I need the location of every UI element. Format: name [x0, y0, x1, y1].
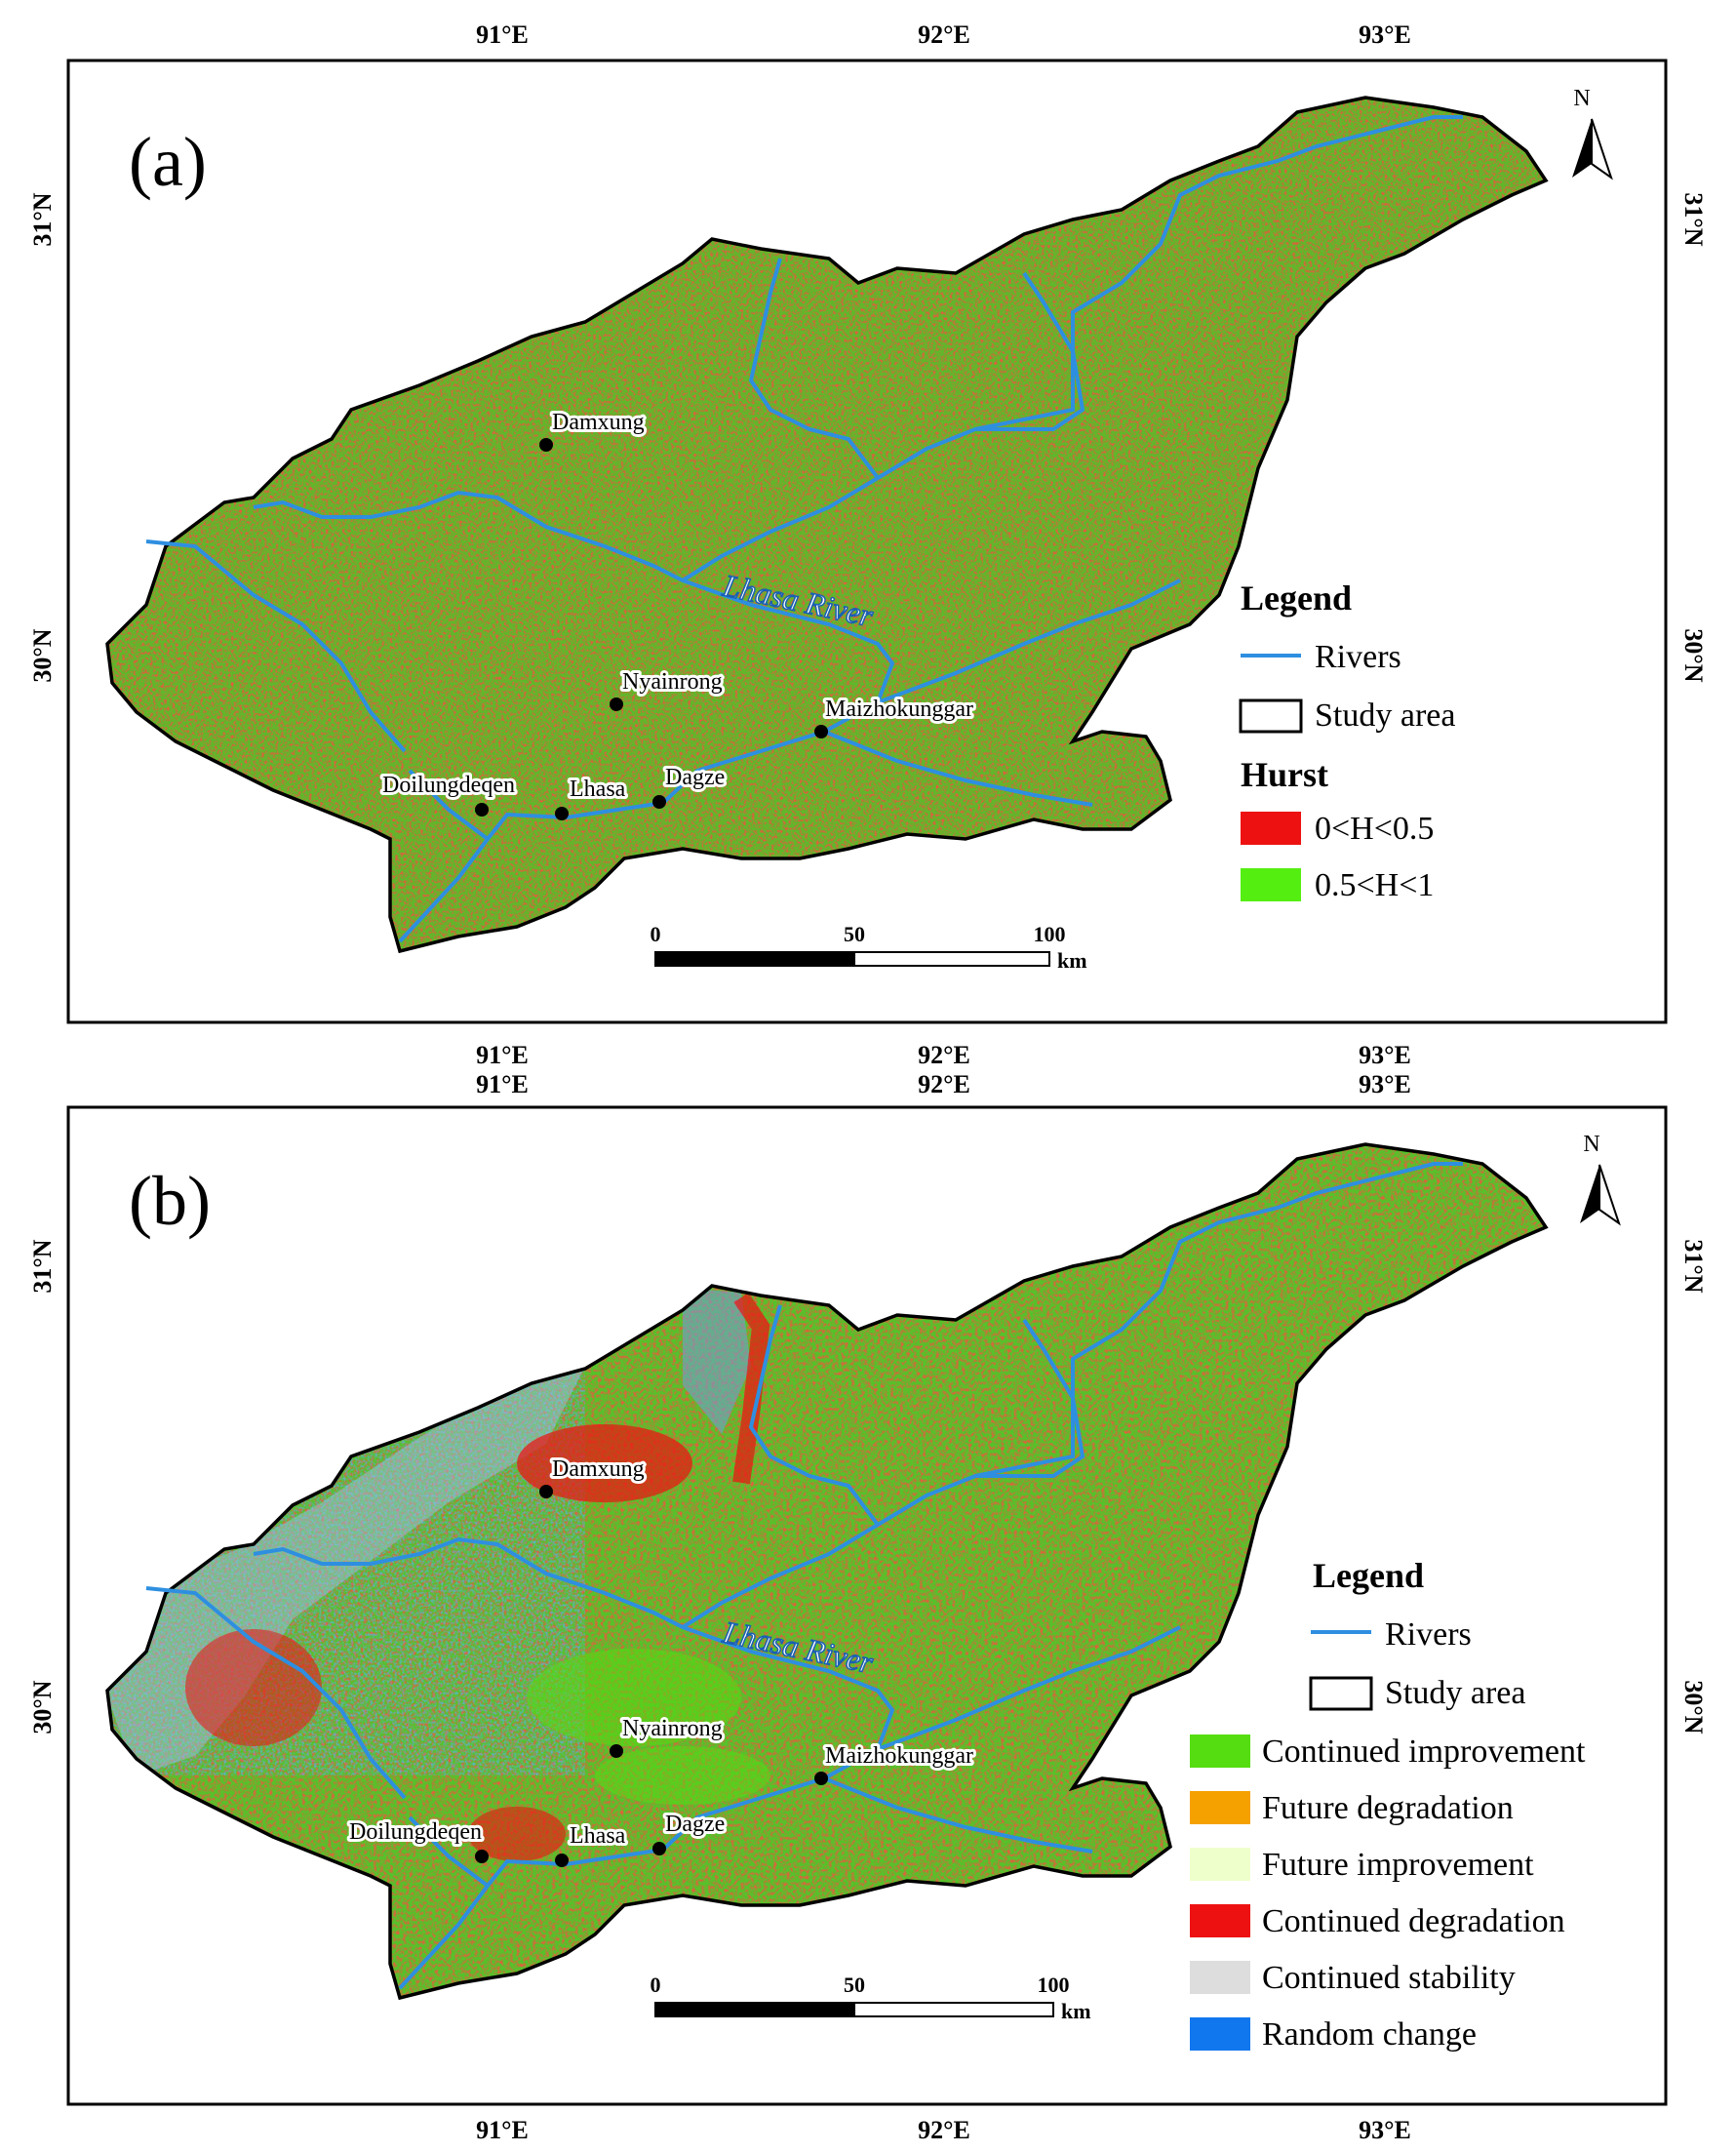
north-label: N — [1573, 86, 1590, 111]
legend-swatch — [1190, 1961, 1250, 1994]
lat-label-right: 30°N — [1679, 1680, 1708, 1734]
panel-label-a: (a) — [129, 123, 207, 201]
city-label-lhasa: Lhasa — [570, 777, 626, 802]
graticule-labels: 91°E 92°E 93°E 91°E 92°E 93°E 31°N 30°N … — [28, 20, 1708, 1069]
lat-label-right: 31°N — [1679, 192, 1708, 246]
city-marker — [652, 795, 666, 809]
legend-subtitle: Hurst — [1241, 755, 1328, 794]
lon-label-bottom: 91°E — [476, 1041, 529, 1069]
north-arrow: N — [1572, 86, 1613, 180]
lat-label-left: 30°N — [28, 1680, 57, 1734]
cities: Damxung Nyainrong Maizhokunggar Doilungd… — [379, 407, 976, 820]
lat-label-left: 31°N — [28, 192, 57, 246]
lon-label-top: 92°E — [918, 20, 970, 49]
legend-item-label: Study area — [1315, 698, 1455, 734]
panel-label-b: (b) — [129, 1162, 211, 1240]
legend-item-label: Study area — [1385, 1675, 1525, 1711]
legend-class-label: Future degradation — [1262, 1790, 1514, 1826]
legend-study-area-swatch — [1239, 698, 1303, 734]
legend-class-label: Future improvement — [1262, 1847, 1534, 1883]
legend-class-label: Continued degradation — [1262, 1903, 1565, 1939]
city-marker — [475, 803, 489, 817]
lon-label-top: 91°E — [476, 1070, 529, 1098]
city-marker — [610, 698, 623, 711]
city-marker — [652, 1842, 666, 1855]
city-label-maizhokunggar: Maizhokunggar — [825, 1743, 973, 1769]
city-marker — [539, 1485, 553, 1498]
legend-swatch — [1241, 812, 1301, 845]
river-network — [145, 1162, 1463, 1990]
legend-title: Legend — [1313, 1556, 1424, 1595]
scale-bar: 0 50 100 km — [651, 922, 1087, 973]
svg-text:100: 100 — [1038, 1973, 1070, 1997]
lat-label-left: 30°N — [28, 628, 57, 682]
city-label-doilungdeqen: Doilungdeqen — [382, 773, 515, 798]
svg-text:0: 0 — [651, 1973, 661, 1997]
city-label-dagze: Dagze — [665, 765, 725, 790]
lat-label-right: 30°N — [1679, 628, 1708, 682]
legend-class-label: 0.5<H<1 — [1315, 867, 1434, 903]
lon-label-bottom: 91°E — [476, 2116, 529, 2144]
city-label-nyainrong: Nyainrong — [622, 1716, 723, 1741]
legend-class-label: Continued stability — [1262, 1960, 1516, 1996]
legend-class-label: Random change — [1262, 2016, 1477, 2053]
legend-class-label: Continued improvement — [1262, 1734, 1586, 1770]
legend-item-label: Rivers — [1315, 639, 1401, 675]
lon-label-top: 91°E — [476, 20, 529, 49]
north-label: N — [1583, 1132, 1599, 1157]
city-label-lhasa: Lhasa — [570, 1823, 626, 1849]
legend-b: Legend Rivers Study area Continued impro… — [1190, 1556, 1586, 2053]
svg-text:50: 50 — [844, 1973, 865, 1997]
lat-label-right: 31°N — [1679, 1239, 1708, 1293]
lon-label-top: 93°E — [1359, 20, 1411, 49]
lat-label-left: 31°N — [28, 1239, 57, 1293]
legend-item-label: Rivers — [1385, 1616, 1472, 1653]
city-label-doilungdeqen: Doilungdeqen — [349, 1819, 482, 1845]
graticule-labels: 91°E 92°E 93°E 91°E 92°E 93°E 31°N 30°N … — [28, 1070, 1708, 2144]
legend-swatch — [1190, 1734, 1250, 1768]
city-label-damxung: Damxung — [552, 410, 645, 435]
legend-swatch — [1190, 1791, 1250, 1824]
river-network — [145, 115, 1463, 943]
legend-swatch — [1241, 868, 1301, 901]
city-label-maizhokunggar: Maizhokunggar — [825, 697, 973, 722]
lon-label-bottom: 93°E — [1359, 2116, 1411, 2144]
scale-bar: 0 50 100 km — [651, 1973, 1091, 2023]
legend-swatch — [1190, 1848, 1250, 1881]
svg-text:0: 0 — [651, 922, 661, 946]
city-marker — [814, 725, 828, 738]
city-marker — [814, 1772, 828, 1785]
lon-label-top: 93°E — [1359, 1070, 1411, 1098]
legend-class-label: 0<H<0.5 — [1315, 811, 1434, 847]
city-marker — [555, 807, 569, 820]
north-arrow: N — [1580, 1132, 1621, 1226]
svg-text:100: 100 — [1034, 922, 1066, 946]
city-marker — [610, 1744, 623, 1758]
cities: Damxung Nyainrong Maizhokunggar Doilungd… — [346, 1454, 976, 1867]
legend-study-area-swatch — [1309, 1676, 1373, 1711]
svg-text:km: km — [1057, 948, 1087, 973]
legend-swatch — [1190, 1904, 1250, 1937]
lon-label-bottom: 93°E — [1359, 1041, 1411, 1069]
north-arrow-icon — [1580, 1165, 1599, 1223]
legend-a: Legend Rivers Study area Hurst 0<H<0.5 0… — [1239, 578, 1455, 903]
north-arrow-icon — [1572, 119, 1592, 178]
city-label-nyainrong: Nyainrong — [622, 669, 723, 695]
svg-text:km: km — [1061, 1999, 1091, 2023]
lon-label-bottom: 92°E — [918, 2116, 970, 2144]
lon-label-top: 92°E — [918, 1070, 970, 1098]
city-label-dagze: Dagze — [665, 1812, 725, 1837]
city-marker — [555, 1854, 569, 1867]
city-marker — [539, 438, 553, 452]
legend-swatch — [1190, 2017, 1250, 2051]
city-marker — [475, 1850, 489, 1863]
map-panel-a: Lhasa River Damxung Nyainrong Maizhokung… — [28, 20, 1708, 1069]
map-panel-b: Lhasa River Damxung Nyainrong Maizhokung… — [28, 1070, 1708, 2144]
lon-label-bottom: 92°E — [918, 1041, 970, 1069]
svg-text:50: 50 — [844, 922, 865, 946]
legend-title: Legend — [1241, 578, 1352, 618]
city-label-damxung: Damxung — [552, 1456, 645, 1482]
